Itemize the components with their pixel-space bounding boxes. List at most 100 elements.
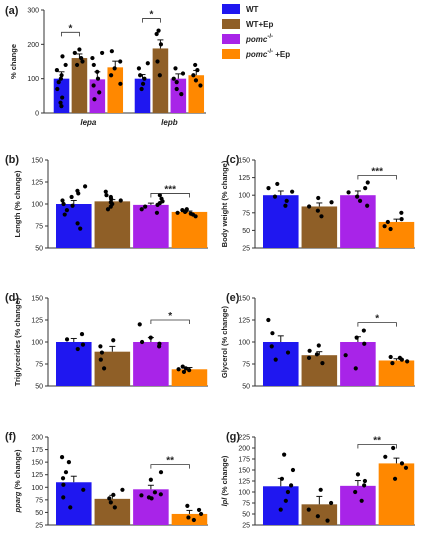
bar-WT-point [285,489,291,495]
y-tick-label: 50 [35,246,43,253]
bar-WT+Ep-point [111,338,116,343]
bar-WT-point [83,184,88,189]
bar-lepa-pomc-bar [89,79,106,113]
bar-WT+Ep-point [315,208,320,213]
bar-lepb-WT+Ep-bar [152,48,169,113]
bar-pomc-point [146,495,152,500]
y-tick-label: 50 [35,510,43,517]
y-axis-label-italic: pparg [13,491,22,513]
panel-d: (d) 50 75 100 125 150 Triglycerides (% change)… [5,292,208,391]
bar-pomc-point [363,186,368,191]
bar-pomc-point [355,472,361,477]
bar-WT-point [60,476,66,481]
bar-pomc-point [365,203,370,208]
bar-WT-point [75,188,80,193]
bar-pomc-point [139,493,144,498]
bar-WT+Ep-point [316,343,321,348]
significance-label: *** [164,184,176,195]
bar-WT+Ep-bar [301,355,338,386]
bar-pomc-point [362,478,368,484]
bar-lepb-WT+Ep-point [154,31,159,37]
y-tick-label: 100 [31,202,43,209]
bar-pomc+Ep-point [392,476,398,481]
panel-label: (e) [226,292,240,304]
y-axis-label-rest: (% change) [220,455,229,498]
bar-lepb-pomc-point [174,80,179,85]
bar-pomc+Ep-bar [171,211,208,248]
bar-lepa-pomc+Ep-point [118,59,123,64]
bar-WT+Ep-point [307,204,312,209]
bar-WT+Ep-point [325,518,330,523]
bar-pomc+Ep-point [187,368,192,373]
y-tick-label: 75 [35,224,43,231]
significance-bracket [150,319,190,324]
legend-label-pomc+Ep: pomc-/- +Ep [245,49,290,59]
y-tick-label: 175 [238,457,250,464]
legend-swatch-pomc+Ep [222,49,240,59]
bar-lepa-WT-point [58,76,63,81]
bar-WT+Ep-point [316,195,321,201]
legend-label-pomc: pomc-/- [245,34,273,44]
bar-lepa-pomc-point [91,83,96,88]
y-tick-label: 75 [242,501,250,508]
bar-pomc+Ep-point [390,361,395,366]
category-label: lepb [161,118,178,127]
category-label: lepa [80,118,97,127]
bar-lepa-pomc-point [90,55,95,61]
bar-lepa-pomc+Ep-bar [107,67,124,113]
bar-lepa-WT-point [60,54,65,59]
significance-label: * [150,10,154,21]
bar-lepb-WT-point [138,73,143,78]
legend-swatch-WT [222,4,240,14]
significance-label: * [69,23,73,34]
bar-WT+Ep-point [101,366,107,371]
bar-lepa-pomc-point [100,50,105,56]
panel-g: (g) 25 50 75 100 125 150 175 200 225 lpl (% change… [220,431,415,530]
y-tick-label: 175 [31,447,43,454]
bar-pomc-bar [340,195,376,248]
bar-pomc-point [353,366,358,371]
bar-pomc-point [346,190,351,195]
panel-label: (g) [226,431,240,443]
bar-WT-point [80,342,86,347]
legend-label-sup: -/- [267,34,273,40]
bar-WT+Ep-point [120,487,125,492]
bar-lepa-WT+Ep-bar [71,58,88,113]
bar-WT-point [279,476,284,481]
y-tick-label: 125 [31,180,43,187]
y-axis-label-rest: (% change) [13,449,22,492]
bar-pomc+Ep-point [181,369,187,375]
bar-lepb-WT-point [139,86,144,92]
bar-lepa-pomc+Ep-point [109,49,114,54]
bar-lepa-pomc-point [92,97,97,102]
bar-lepb-pomc-point [173,66,178,71]
bar-pomc+Ep-point [196,507,202,513]
bar-pomc+Ep-point [399,461,405,466]
bar-lepa-WT-point [56,80,61,85]
bar-pomc-bar [340,485,376,525]
bar-WT+Ep-point [105,207,111,212]
y-tick-label: 125 [238,175,250,182]
y-tick-label: 50 [242,384,250,391]
bar-WT+Ep-bar [301,504,338,525]
bar-pomc-bar [133,204,169,248]
bar-lepa-pomc+Ep-point [109,73,114,78]
significance-bracket [150,193,190,198]
bar-pomc-point [148,477,153,482]
bar-pomc+Ep-point [399,210,404,215]
bar-lepb-WT-bar [134,78,151,113]
bar-lepb-pomc-point [171,76,176,81]
significance-bracket [142,18,161,23]
y-axis-label: lpl (% change) [220,455,229,506]
bar-WT+Ep-point [108,500,113,505]
panel-f: (f) 25 50 75 100 125 150 175 200 pparg (% change)… [5,431,208,530]
bar-pomc+Ep-bar [378,463,415,525]
bar-pomc-point [143,204,148,209]
panel-label: (d) [5,292,19,304]
bar-pomc-point [139,339,145,345]
y-tick-label: 150 [31,460,43,467]
bar-lepb-pomc-point [174,86,179,92]
bar-pomc+Ep-point [405,359,410,364]
bar-pomc+Ep-point [198,511,204,517]
bar-WT-point [284,198,289,203]
